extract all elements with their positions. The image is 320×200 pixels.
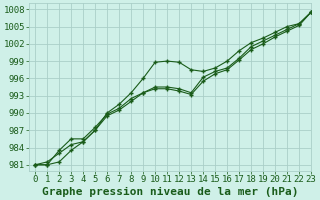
- X-axis label: Graphe pression niveau de la mer (hPa): Graphe pression niveau de la mer (hPa): [42, 186, 298, 197]
